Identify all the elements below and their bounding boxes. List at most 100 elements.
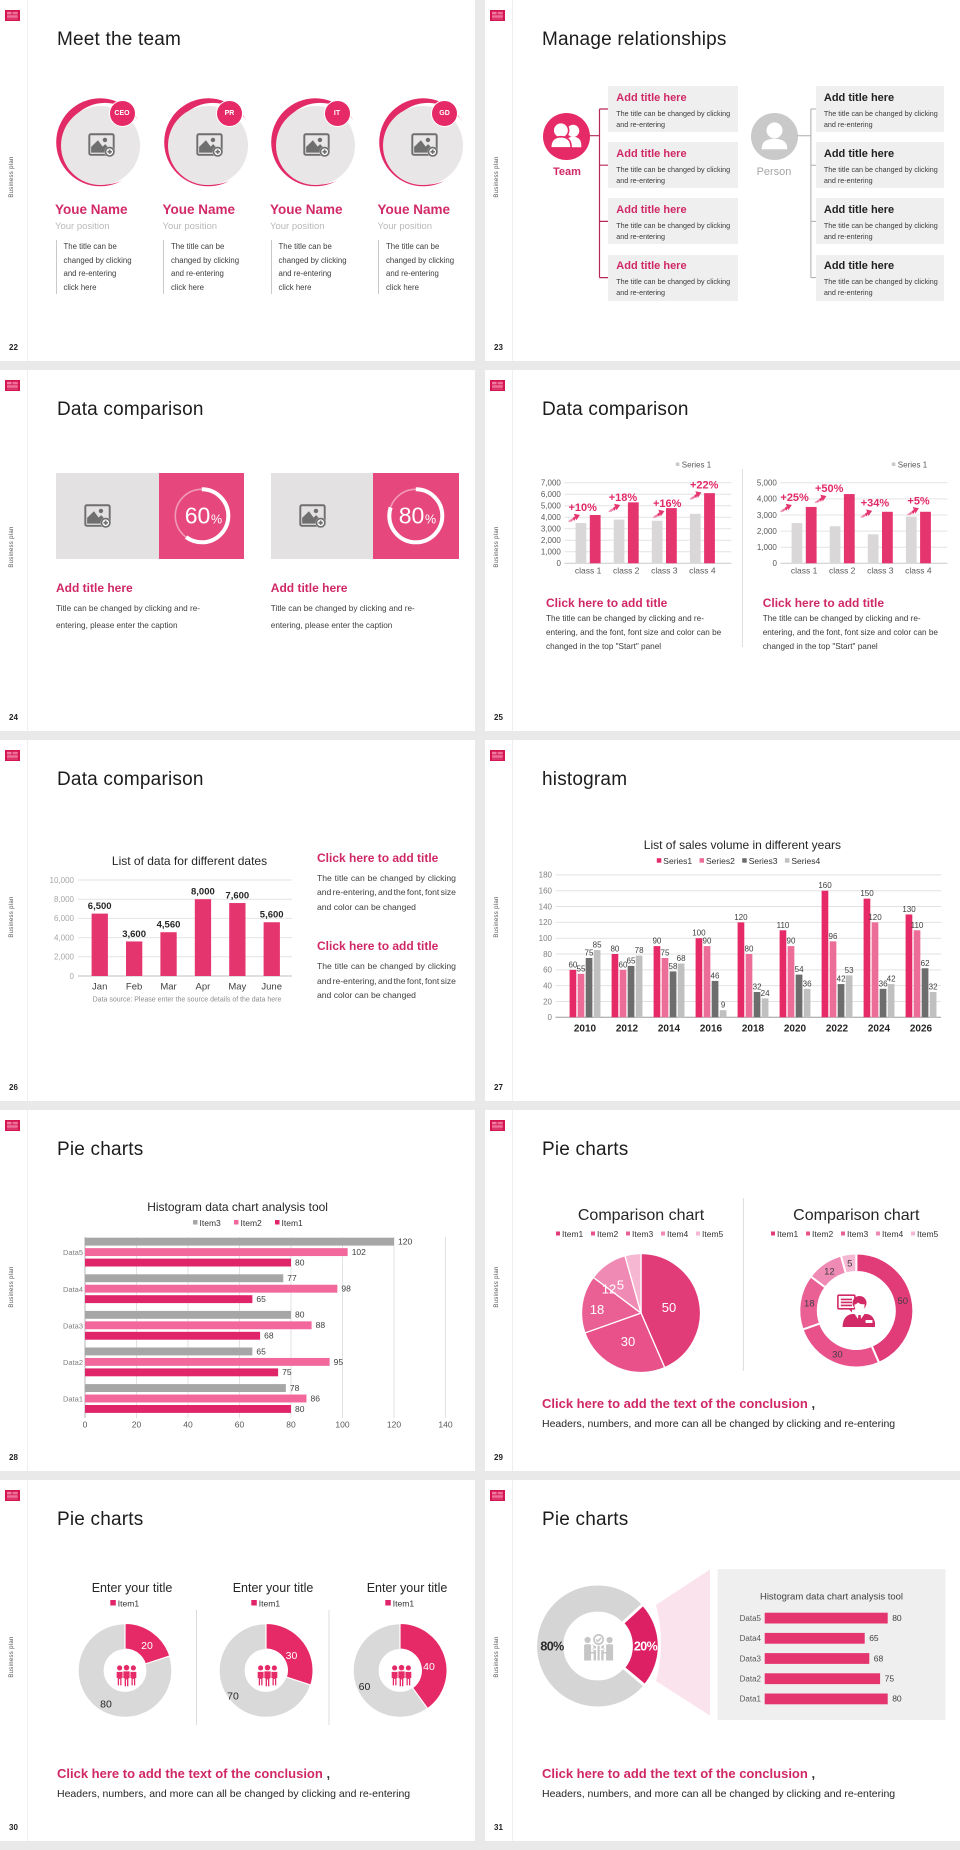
svg-text:12: 12 [602,1282,616,1297]
svg-text:Comparison chart: Comparison chart [578,1207,705,1224]
svg-text:Apr: Apr [196,982,211,993]
svg-text:75: 75 [885,1674,895,1684]
svg-text:5,000: 5,000 [541,502,562,511]
svg-text:102: 102 [352,1247,366,1257]
svg-text:May: May [228,982,246,993]
svg-text:58: 58 [669,962,678,971]
svg-text:Jan: Jan [92,982,107,993]
svg-text:60: 60 [359,1681,371,1693]
svg-text:6,000: 6,000 [54,914,75,923]
svg-text:Item1: Item1 [282,1218,304,1228]
svg-text:24: 24 [761,989,770,998]
svg-text:86: 86 [311,1393,321,1403]
svg-text:Series 1: Series 1 [898,461,928,470]
svg-text:June: June [261,982,282,993]
svg-text:40: 40 [183,1420,193,1430]
svg-text:Enter your title: Enter your title [233,1581,314,1595]
svg-text:100: 100 [335,1420,349,1430]
svg-text:160: 160 [539,887,553,896]
svg-text:+34%: +34% [861,498,890,510]
svg-text:Data4: Data4 [740,1634,762,1643]
svg-text:110: 110 [911,921,924,930]
svg-text:Item3: Item3 [200,1218,222,1228]
svg-text:12: 12 [824,1267,835,1278]
svg-text:Data5: Data5 [63,1248,83,1257]
svg-text:95: 95 [334,1357,344,1367]
svg-text:77: 77 [287,1273,297,1283]
svg-text:40: 40 [423,1661,435,1673]
svg-text:68: 68 [677,954,686,963]
svg-text:98: 98 [341,1284,351,1294]
svg-text:7,600: 7,600 [225,891,249,902]
svg-text:36: 36 [803,979,812,988]
svg-text:90: 90 [652,937,661,946]
svg-text:+22%: +22% [690,480,719,492]
svg-text:65: 65 [256,1294,266,1304]
svg-text:0: 0 [83,1420,88,1430]
svg-text:120: 120 [398,1237,412,1247]
svg-text:Item5: Item5 [702,1229,724,1239]
svg-text:8,000: 8,000 [54,895,75,904]
svg-text:%: % [211,513,222,527]
svg-text:80: 80 [745,945,754,954]
svg-text:5: 5 [617,1278,624,1293]
svg-text:Data1: Data1 [740,1695,762,1704]
svg-text:Data2: Data2 [740,1675,762,1684]
svg-text:120: 120 [539,918,553,927]
svg-text:68: 68 [264,1331,274,1341]
svg-text:50: 50 [898,1296,909,1307]
svg-text:75: 75 [661,949,670,958]
svg-text:46: 46 [711,971,720,980]
svg-text:Item3: Item3 [847,1229,869,1239]
svg-text:60: 60 [184,503,210,529]
svg-text:+18%: +18% [609,492,638,504]
svg-text:Enter your title: Enter your title [367,1581,448,1595]
svg-text:78: 78 [290,1383,300,1393]
svg-text:class 2: class 2 [613,566,640,576]
svg-text:%: % [425,513,436,527]
svg-text:Histogram data chart analysis: Histogram data chart analysis tool [760,1592,903,1603]
svg-text:9: 9 [721,1001,726,1010]
svg-text:0: 0 [556,559,561,568]
svg-text:Series 1: Series 1 [682,461,712,470]
svg-text:70: 70 [227,1691,239,1703]
svg-text:120: 120 [868,913,882,922]
svg-text:2024: 2024 [868,1024,891,1035]
svg-text:160: 160 [818,881,832,890]
svg-text:120: 120 [734,913,748,922]
svg-text:class 3: class 3 [867,566,894,576]
svg-text:Enter your title: Enter your title [92,1581,173,1595]
svg-text:2026: 2026 [910,1024,933,1035]
svg-text:3,000: 3,000 [541,525,562,534]
svg-text:0: 0 [70,972,75,981]
svg-text:class 4: class 4 [905,566,932,576]
svg-text:class 3: class 3 [651,566,678,576]
svg-text:18: 18 [804,1299,815,1310]
svg-text:53: 53 [845,966,854,975]
svg-text:+25%: +25% [780,492,809,504]
svg-text:class 2: class 2 [829,566,856,576]
svg-text:Comparison chart: Comparison chart [793,1207,920,1224]
svg-text:4,560: 4,560 [157,920,181,931]
svg-text:2010: 2010 [574,1024,597,1035]
svg-text:+10%: +10% [569,502,598,514]
svg-text:Item4: Item4 [667,1229,689,1239]
svg-text:Item2: Item2 [241,1218,263,1228]
svg-text:180: 180 [539,871,553,880]
svg-text:+16%: +16% [653,498,682,510]
svg-text:18: 18 [590,1302,604,1317]
svg-text:Series2: Series2 [706,856,735,866]
svg-text:6,000: 6,000 [541,490,562,499]
svg-text:Histogram data chart analysis: Histogram data chart analysis tool [147,1200,328,1214]
svg-text:110: 110 [777,921,790,930]
svg-text:Mar: Mar [160,982,176,993]
svg-text:Series4: Series4 [791,856,820,866]
svg-text:30: 30 [286,1650,298,1662]
svg-text:2,000: 2,000 [757,527,778,536]
svg-text:32: 32 [753,983,762,992]
svg-text:75: 75 [585,949,594,958]
svg-text:Series3: Series3 [749,856,778,866]
svg-text:140: 140 [539,902,553,911]
svg-text:3,600: 3,600 [122,929,146,940]
svg-text:150: 150 [860,889,874,898]
